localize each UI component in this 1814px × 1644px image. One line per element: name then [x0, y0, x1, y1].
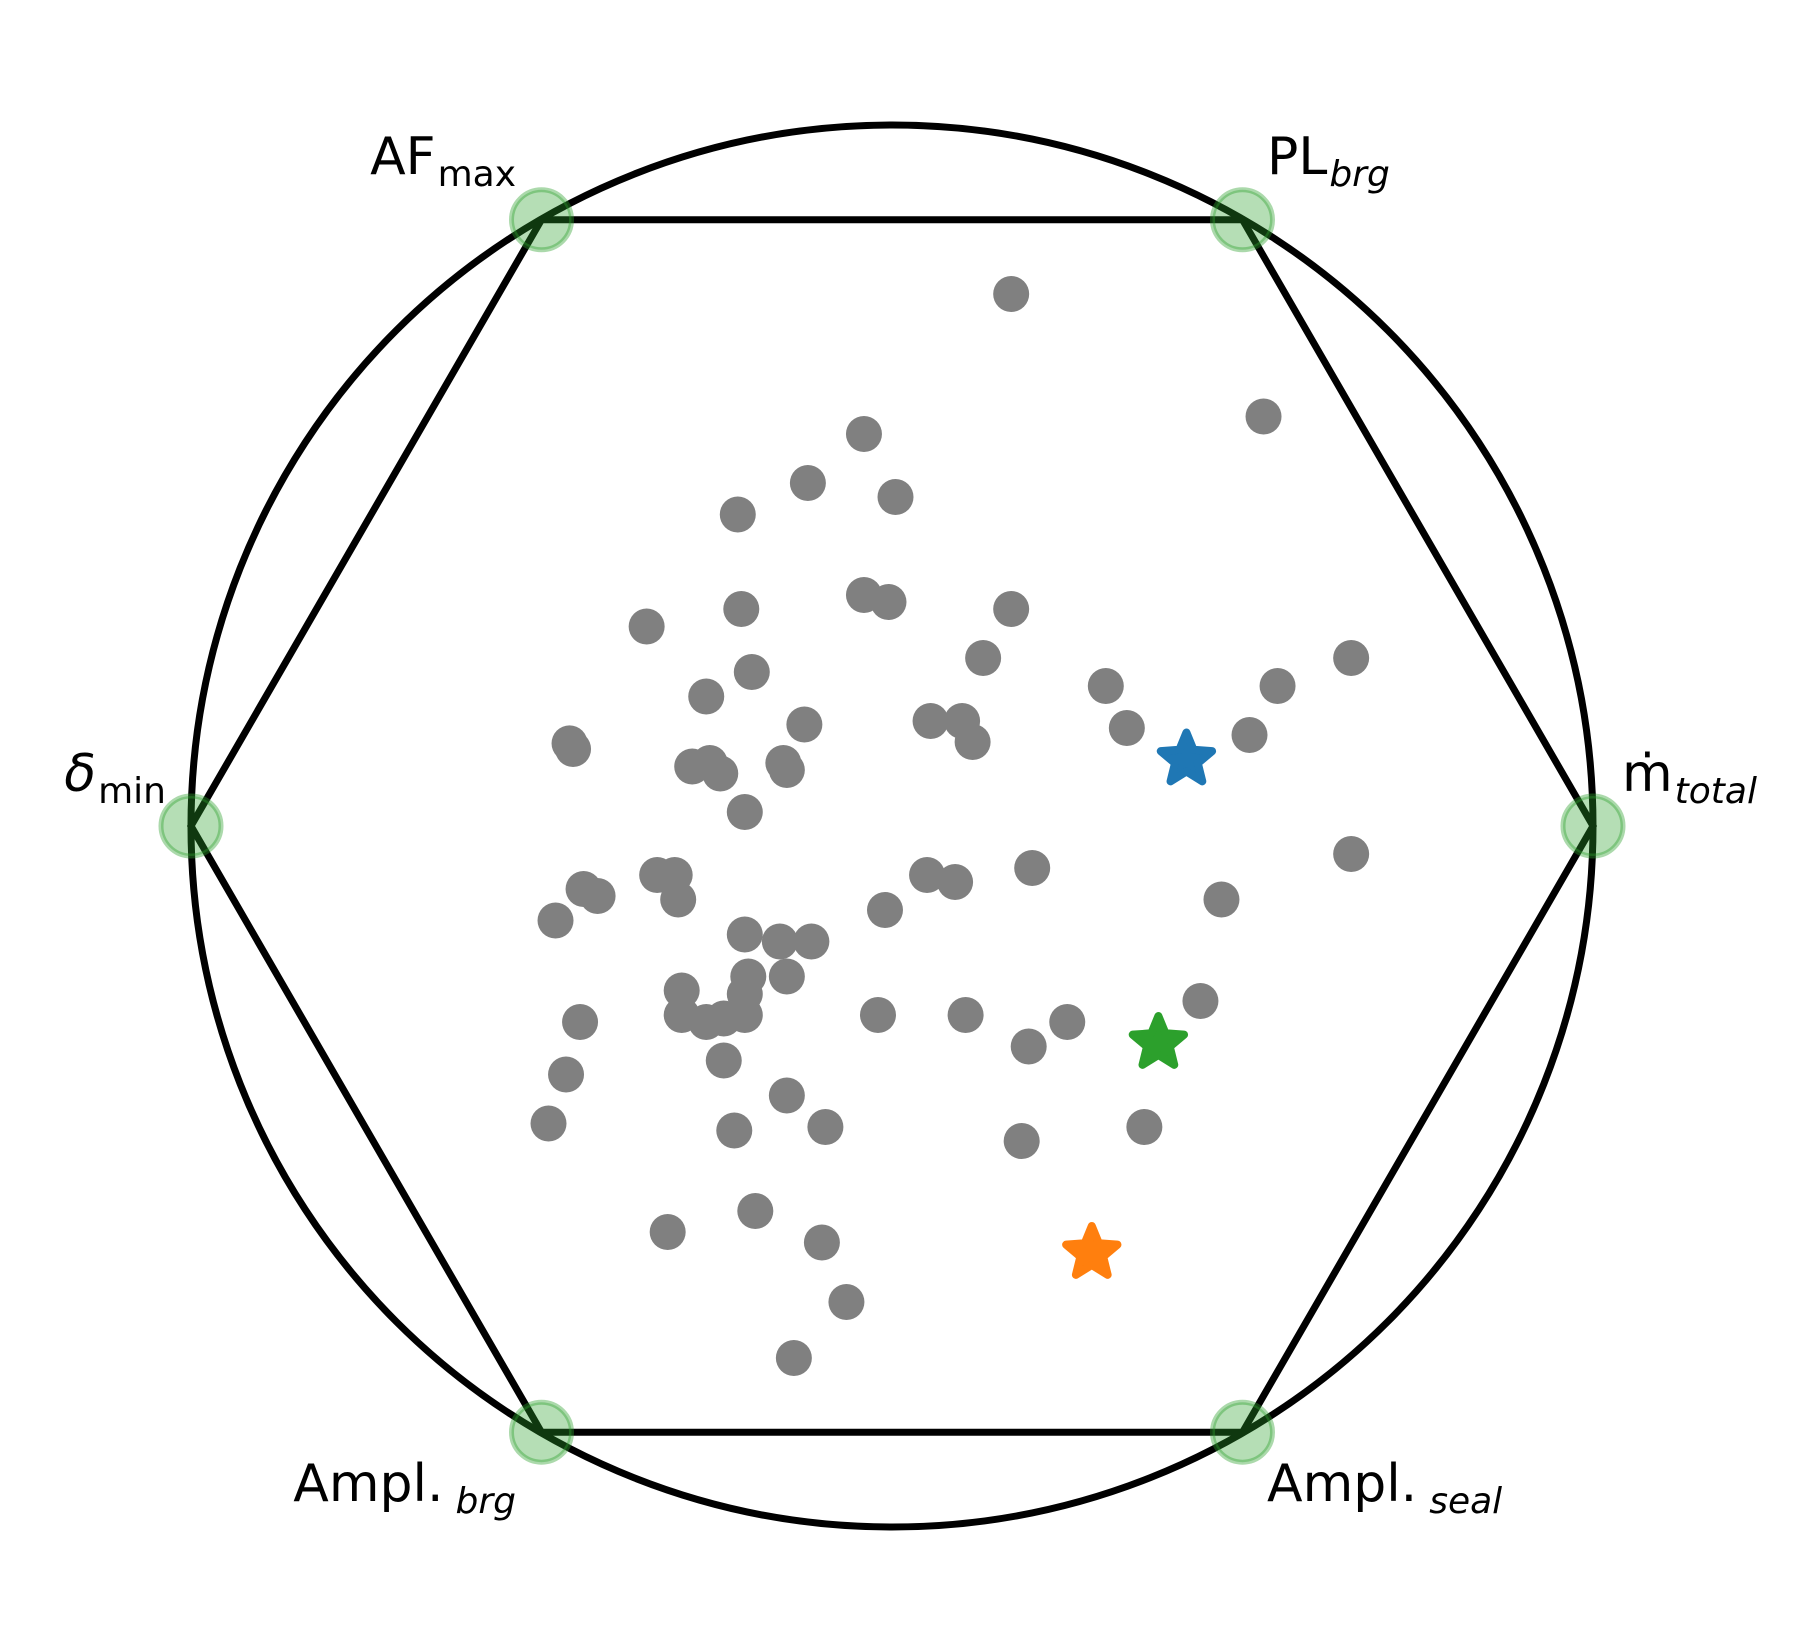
anchor-label-0: ṁtotal [1622, 744, 1757, 812]
data-point-65 [530, 1105, 567, 1142]
data-point-36 [909, 857, 946, 893]
data-point-57 [1049, 1004, 1086, 1040]
data-point-9 [628, 608, 665, 645]
anchor-label-3: δmin [64, 744, 166, 812]
data-point-42 [866, 892, 903, 928]
data-point-37 [937, 864, 974, 900]
data-point-29 [768, 752, 805, 788]
data-point-16 [688, 678, 725, 715]
data-point-62 [768, 1077, 805, 1114]
data-point-2 [845, 416, 882, 452]
data-point-11 [965, 640, 1002, 676]
data-point-59 [1182, 983, 1219, 1019]
data-point-41 [537, 902, 574, 939]
data-point-64 [807, 1109, 844, 1145]
data-point-63 [716, 1112, 753, 1149]
anchor-marker-1 [1210, 187, 1275, 253]
data-point-49 [768, 958, 805, 995]
anchor-marker-0 [1560, 793, 1626, 859]
highlighted-star-0 [1156, 728, 1217, 786]
anchor-label-5: Ampl. seal [1267, 1454, 1502, 1522]
data-point-7 [870, 584, 907, 620]
data-point-21 [954, 724, 991, 760]
highlighted-star-2 [1062, 1222, 1122, 1279]
data-point-56 [947, 997, 984, 1033]
data-point-70 [803, 1224, 840, 1261]
anchor-polygon [186, 216, 1598, 1436]
highlighted-star-1 [1128, 1012, 1189, 1069]
data-point-18 [912, 703, 949, 739]
data-point-44 [761, 923, 798, 960]
anchor-label-main-2: AF [370, 127, 435, 187]
anchor-label-main-0: ṁ [1622, 744, 1673, 804]
data-point-60 [705, 1042, 742, 1079]
data-point-24 [555, 731, 592, 767]
anchor-label-main-4: Ampl. [293, 1454, 443, 1514]
data-point-38 [1014, 850, 1051, 886]
data-point-35 [579, 878, 616, 914]
data-point-12 [733, 654, 770, 690]
data-point-58 [1010, 1028, 1047, 1065]
anchor-marker-3 [158, 793, 224, 859]
data-point-33 [660, 881, 697, 918]
data-point-45 [793, 923, 830, 960]
unit-circle [187, 121, 1597, 1531]
data-points [530, 276, 1370, 1376]
anchor-label-sub-1: brg [1329, 154, 1390, 195]
data-point-72 [775, 1340, 812, 1376]
anchor-label-2: AFmax [370, 127, 516, 195]
data-point-40 [1203, 881, 1240, 918]
anchor-marker-5 [1210, 1399, 1275, 1465]
data-point-53 [726, 997, 763, 1033]
anchor-label-main-5: Ampl. [1267, 1454, 1417, 1514]
anchor-label-sub-0: total [1675, 771, 1757, 812]
data-point-54 [562, 1004, 599, 1040]
data-point-4 [877, 479, 914, 515]
anchor-markers [158, 187, 1626, 1465]
anchor-marker-4 [509, 1399, 574, 1465]
data-point-55 [859, 997, 896, 1033]
anchor-label-1: PLbrg [1267, 127, 1390, 195]
data-point-13 [1087, 668, 1124, 704]
data-point-0 [993, 276, 1030, 312]
anchor-label-main-3: δ [64, 744, 96, 804]
data-point-8 [993, 591, 1030, 627]
anchor-label-sub-2: max [438, 154, 516, 195]
highlighted-points [1062, 728, 1217, 1279]
data-point-22 [1231, 717, 1268, 753]
anchor-label-4: Ampl. brg [293, 1454, 516, 1522]
anchor-marker-2 [509, 187, 574, 253]
data-point-71 [828, 1284, 865, 1320]
data-point-15 [1259, 668, 1296, 704]
anchor-label-sub-5: seal [1429, 1481, 1502, 1522]
data-point-1 [1245, 398, 1282, 435]
data-point-68 [737, 1193, 774, 1229]
data-point-5 [719, 496, 756, 533]
data-point-43 [726, 916, 763, 953]
data-point-30 [726, 794, 763, 830]
data-point-17 [786, 706, 823, 743]
data-point-61 [548, 1056, 585, 1093]
data-point-27 [702, 755, 739, 792]
data-point-69 [649, 1214, 686, 1250]
data-point-39 [1333, 836, 1370, 872]
data-point-14 [1333, 640, 1370, 676]
data-point-66 [1003, 1123, 1040, 1159]
anchor-label-sub-3: min [98, 771, 166, 812]
data-point-20 [1108, 710, 1145, 746]
data-point-10 [723, 591, 760, 627]
data-point-67 [1126, 1109, 1163, 1145]
anchor-label-main-1: PL [1267, 127, 1327, 187]
data-point-3 [789, 465, 826, 501]
anchor-label-sub-4: brg [455, 1481, 516, 1522]
